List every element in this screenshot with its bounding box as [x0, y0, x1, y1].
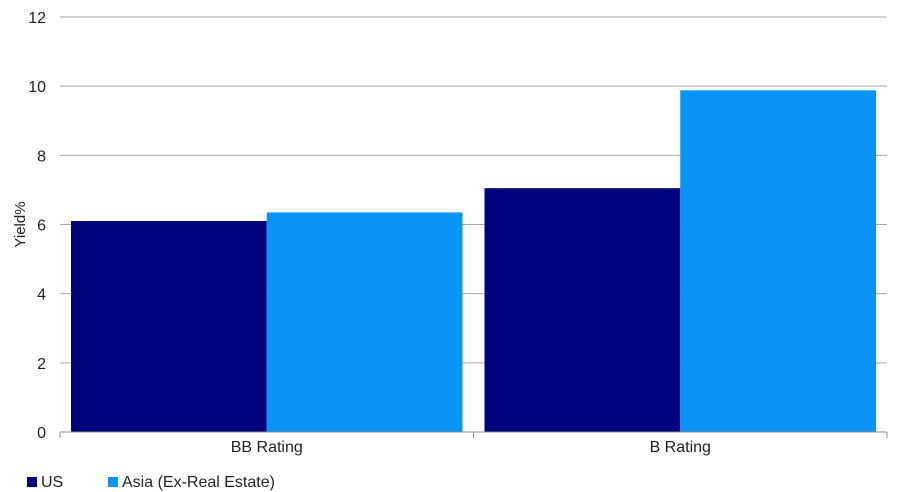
- bar-0-0: [71, 221, 267, 432]
- bar-1-0: [484, 188, 681, 432]
- y-tick-label: 8: [37, 148, 46, 165]
- y-tick-label: 10: [28, 79, 46, 96]
- legend: US Asia (Ex-Real Estate): [27, 474, 275, 491]
- x-tick-label: BB Rating: [231, 439, 303, 456]
- y-tick-label: 0: [37, 425, 46, 442]
- y-axis-title: Yield%: [12, 201, 29, 247]
- bar-1-1: [680, 90, 876, 433]
- y-tick-label: 12: [28, 10, 46, 27]
- legend-label-1: Asia (Ex-Real Estate): [122, 474, 275, 491]
- y-axis-ticks: 0 2 4 6 8 10 12: [28, 10, 46, 442]
- y-tick-label: 4: [37, 287, 46, 304]
- y-tick-label: 6: [37, 218, 46, 235]
- x-tick-label: B Rating: [650, 439, 711, 456]
- legend-swatch-0: [27, 477, 37, 487]
- legend-label-0: US: [41, 474, 63, 491]
- bar-0-1: [266, 212, 463, 432]
- bars: [71, 90, 876, 433]
- y-tick-label: 2: [37, 356, 46, 373]
- x-axis-ticks: BB Rating B Rating: [59, 432, 888, 456]
- legend-swatch-1: [108, 477, 118, 487]
